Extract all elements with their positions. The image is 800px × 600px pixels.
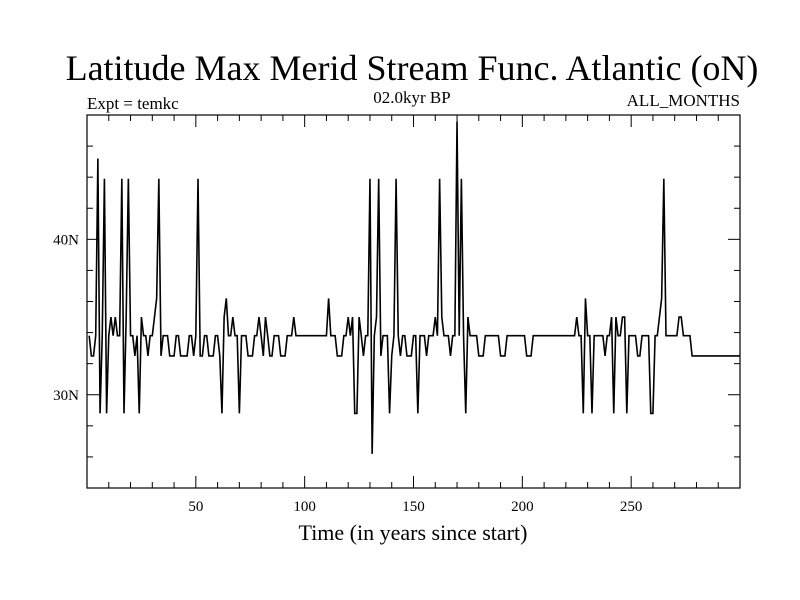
chart-title: Latitude Max Merid Stream Func. Atlantic… [66,48,759,88]
period-label: 02.0kyr BP [373,88,450,107]
series-line [88,121,740,454]
months-label: ALL_MONTHS [627,91,740,110]
plot-frame [86,114,741,489]
x-tick-label: 100 [293,499,316,515]
x-tick-label: 150 [402,499,425,515]
x-tick-label: 250 [620,499,643,515]
x-tick-label: 50 [188,499,203,515]
x-axis-label: Time (in years since start) [299,520,528,545]
y-tick-label: 30N [53,388,79,404]
tick-labels: 50 100 150 200 250 30N 40N [53,232,642,515]
y-tick-label: 40N [53,232,79,248]
axis-ticks [87,115,740,488]
experiment-label: Expt = temkc [87,94,179,113]
x-tick-label: 200 [511,499,534,515]
